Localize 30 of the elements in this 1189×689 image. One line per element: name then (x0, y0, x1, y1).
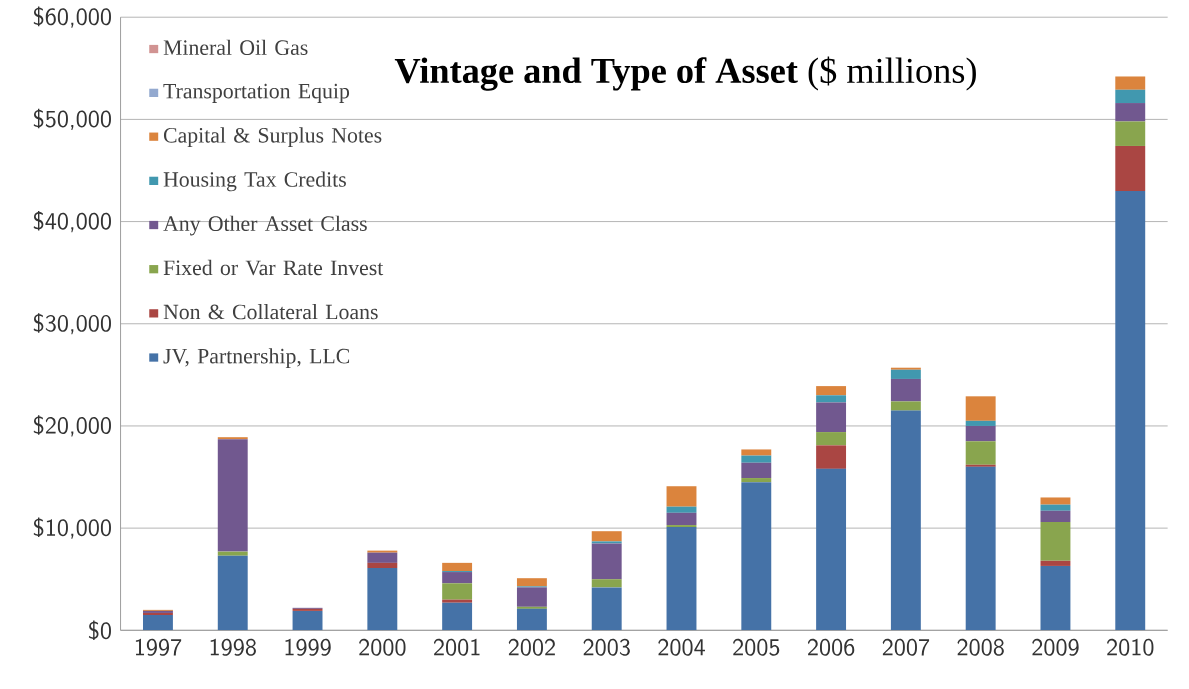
x-tick-label: 2007 (882, 638, 930, 656)
y-tick-label: $40,000 (33, 211, 111, 233)
y-tick-label: $30,000 (33, 313, 111, 335)
y-tick-label: $0 (88, 620, 111, 641)
y-tick-label: $50,000 (33, 108, 111, 131)
x-tick-label: 1999 (285, 638, 331, 656)
legend-label: Capital & Surplus Notes (163, 127, 382, 148)
x-tick-label: 2008 (957, 638, 1004, 656)
legend-label: JV, Partnership, LLC (163, 348, 350, 368)
x-tick-label: 2001 (433, 638, 480, 656)
x-tick-label: 2005 (733, 638, 780, 656)
x-tick-label: 2002 (508, 638, 555, 656)
y-tick-label: $10,000 (33, 517, 111, 539)
legend-label: Transportation Equip (163, 83, 350, 103)
x-tick-label: 2004 (658, 638, 705, 656)
x-tick-label: 1998 (210, 638, 256, 656)
x-tick-label: 1997 (135, 638, 182, 656)
x-tick-label: 2006 (807, 638, 855, 656)
text: Vintage and Type of Asset ($ millions) (394, 56, 976, 91)
legend-label: Mineral Oil Gas (163, 39, 308, 56)
x-tick-label: 2000 (359, 638, 406, 656)
x-tick-label: 2009 (1032, 638, 1079, 656)
y-tick-label: $20,000 (33, 415, 111, 437)
legend-label: Fixed or Var Rate Invest (163, 259, 384, 276)
legend-label: Any Other Asset Class (163, 215, 367, 236)
legend-label: Non & Collateral Loans (163, 304, 378, 320)
x-tick-label: 2010 (1107, 638, 1154, 656)
y-tick-label: $60,000 (33, 6, 111, 28)
legend-label: Housing Tax Credits (163, 171, 346, 192)
x-tick-label: 2003 (583, 638, 630, 656)
